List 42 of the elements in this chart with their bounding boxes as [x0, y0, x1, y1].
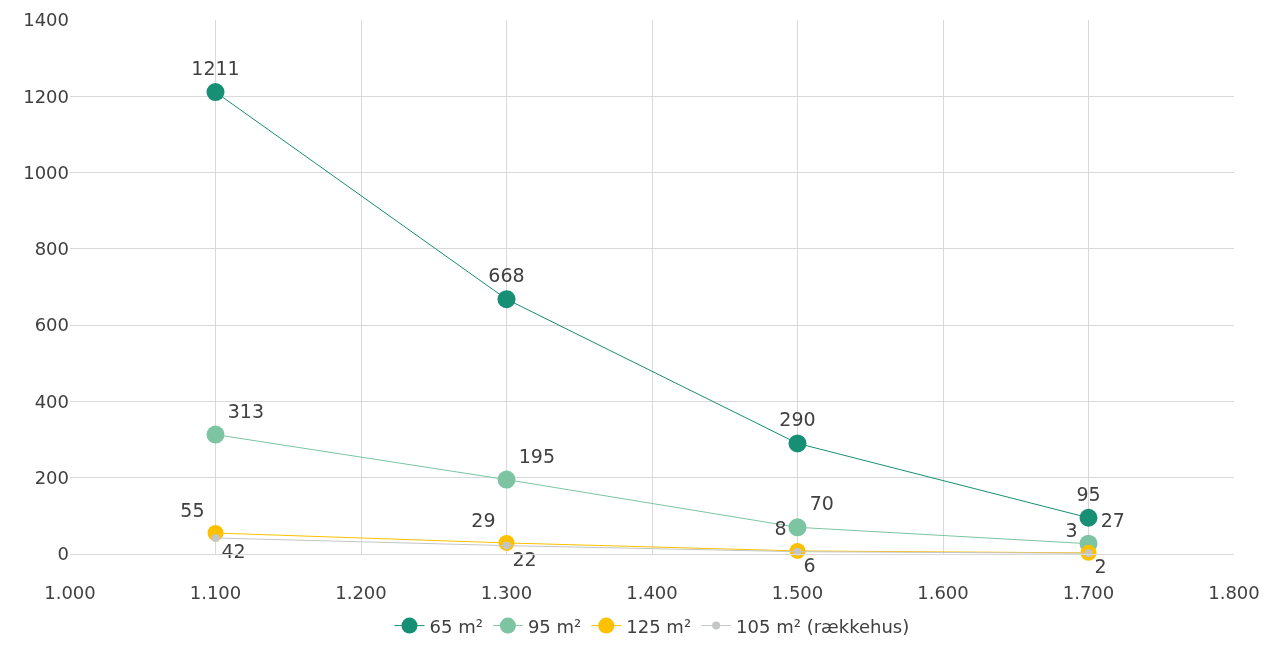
- data-label: 313: [227, 399, 265, 422]
- y-tick-label: 400: [34, 390, 69, 412]
- y-tick-label: 600: [34, 314, 69, 336]
- point: [788, 434, 807, 453]
- legend-label: 125 m²: [626, 615, 692, 637]
- point: [788, 518, 807, 537]
- data-label: 3: [1065, 519, 1078, 542]
- data-label: 95: [1076, 482, 1101, 505]
- legend-label: 95 m²: [527, 615, 582, 637]
- x-tick-label: 1.100: [189, 581, 242, 603]
- x-tick-label: 1.500: [771, 581, 824, 603]
- y-tick-label: 1000: [23, 161, 69, 183]
- data-label: 70: [809, 492, 834, 515]
- data-label: 55: [180, 499, 205, 522]
- x-tick-label: 1.000: [44, 581, 96, 603]
- point: [1079, 508, 1098, 527]
- data-label: 1211: [191, 57, 240, 80]
- x-tick-label: 1.700: [1062, 581, 1115, 603]
- x-tick-label: 1.600: [917, 581, 969, 603]
- data-label: 6: [803, 553, 816, 576]
- x-tick-label: 1.400: [626, 581, 678, 603]
- point: [497, 290, 516, 309]
- point: [497, 470, 516, 489]
- data-label: 27: [1100, 508, 1125, 531]
- point: [206, 83, 225, 102]
- legend-label: 65 m²: [429, 615, 483, 637]
- y-tick-label: 1400: [23, 9, 69, 31]
- x-tick-label: 1.300: [480, 581, 533, 603]
- data-label: 2: [1094, 555, 1107, 578]
- y-tick-label: 200: [34, 467, 69, 489]
- data-label: 8: [774, 517, 787, 540]
- point: [206, 425, 225, 444]
- data-label: 195: [518, 444, 556, 467]
- x-tick-label: 1.200: [335, 581, 387, 603]
- y-tick-label: 0: [57, 543, 69, 565]
- x-tick-label: 1.800: [1208, 581, 1260, 603]
- legend-label: 105 m² (rækkehus): [736, 615, 910, 637]
- data-label: 668: [488, 264, 525, 287]
- data-label: 29: [471, 509, 496, 532]
- y-tick-label: 800: [34, 238, 69, 260]
- y-tick-label: 1200: [23, 85, 69, 107]
- data-label: 290: [779, 408, 816, 431]
